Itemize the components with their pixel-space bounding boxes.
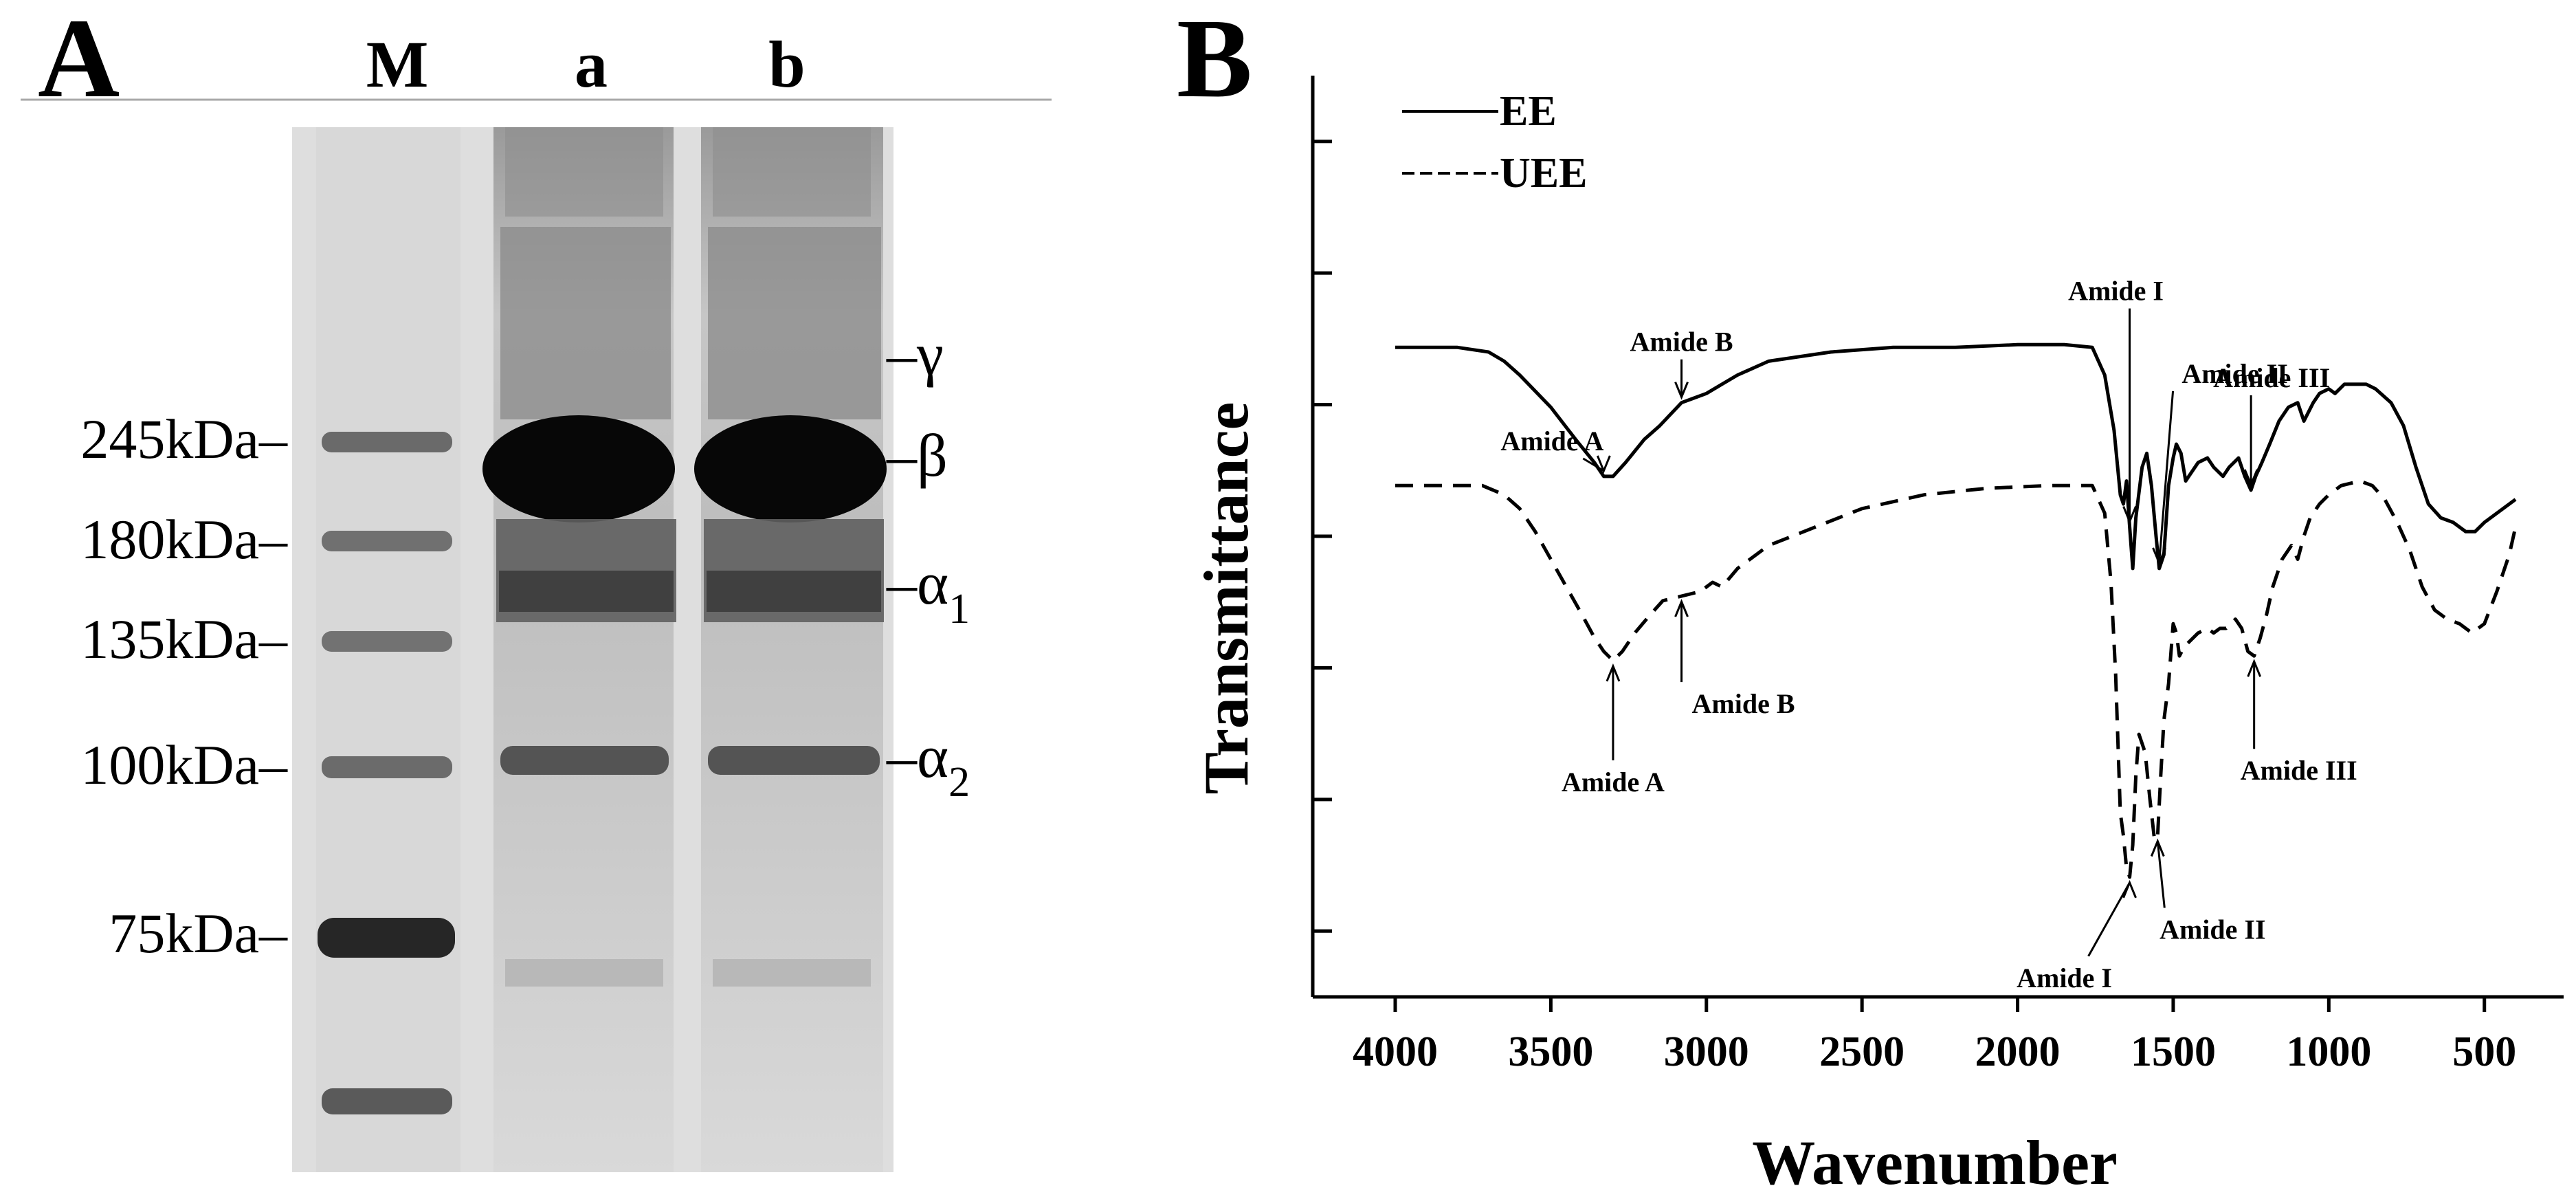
annotation-label: Amide B [1630,327,1733,358]
band-low-a [505,959,663,987]
chain-label-alpha1: –α1 [886,551,970,632]
y-axis-title: Transmittance [1191,402,1261,795]
lane-label-m: M [366,28,429,101]
lane-label-b: b [768,28,805,101]
gel-smear-a [505,127,663,217]
annotation-label: Amide A [1500,426,1603,456]
annotation-label: Amide I [2068,276,2164,307]
series-line-ee [1395,342,2517,571]
annotation-arrowhead [2247,659,2262,677]
x-tick-label: 500 [2452,1028,2516,1075]
chain-label-alpha2: –α2 [886,724,970,806]
annotation-label: Amide III [2241,755,2357,786]
legend-label-uee: UEE [1500,150,1587,197]
x-tick-label: 1000 [2286,1028,2371,1075]
chart-legend: EE UEE [1402,88,1587,197]
panel-a-label: A [38,0,120,121]
x-tick-label: 3500 [1508,1028,1593,1075]
marker-band-75 [318,918,455,958]
x-tick-label: 2500 [1819,1028,1905,1075]
chart-series-layer [1395,342,2518,879]
panel-b-label: B [1177,0,1252,121]
legend-label-ee: EE [1500,88,1557,135]
gel-gamma-region-a [500,227,671,419]
marker-label-180: 180kDa– [80,508,288,571]
annotation-label: Amide III [2213,362,2330,393]
x-tick-label: 1500 [2131,1028,2216,1075]
annotation-label: Amide B [1692,688,1795,719]
x-axis-title: Wavenumber [1752,1128,2118,1196]
annotation-label: Amide II [2159,914,2265,945]
band-alpha2-a [500,746,669,775]
panel-a-gel: A M a b [21,0,1052,1172]
x-tick-label: 4000 [1353,1028,1438,1075]
chain-label-beta: –β [886,423,948,490]
lane-label-a: a [575,28,608,101]
annotation-label: Amide A [1562,767,1665,798]
marker-label-135: 135kDa– [80,608,288,670]
annotation-arrow [2087,882,2131,957]
band-beta-b [694,415,887,522]
marker-band-lowest [322,1088,452,1114]
chain-label-gamma: –γ [886,322,944,388]
annotation-arrowhead [1606,663,1621,682]
annotation-label: Amide I [2017,962,2112,993]
chart-axes: 4000 3500 3000 2500 2000 1500 1000 500 [1311,76,2564,1075]
marker-band-135 [322,631,452,652]
annotation-arrowhead [2122,506,2137,525]
annotation-arrowhead [1674,599,1689,617]
marker-band-180 [322,531,452,551]
series-line-uee [1395,479,2518,879]
gel-smear-b [713,127,871,217]
marker-label-245: 245kDa– [80,408,288,470]
band-alpha2-b [708,746,880,775]
annotation-arrowhead [1674,382,1689,400]
annotation-arrow [2156,841,2166,908]
annotation-label: Amide II [2181,358,2287,389]
annotation-arrowhead [2150,838,2165,857]
marker-label-100: 100kDa– [80,734,288,796]
annotation-arrowhead [2152,547,2166,566]
annotation-arrow [1582,457,1605,472]
band-alpha1-dark-a [499,571,674,612]
band-low-b [713,959,871,987]
band-beta-a [482,415,675,522]
panel-b-chart: B 4000 3500 3000 2500 2000 1500 1000 500 EEUEE … [1177,0,2564,1198]
marker-band-245 [322,432,452,452]
annotation-arrow [2158,390,2175,564]
marker-label-75: 75kDa– [109,902,288,965]
annotation-arrowhead [1596,455,1611,474]
band-alpha1-dark-b [707,571,881,612]
annotation-arrowhead [2243,469,2258,487]
x-tick-label: 3000 [1664,1028,1749,1075]
annotation-arrowhead [2122,879,2137,899]
gel-gamma-region-b [708,227,881,419]
marker-band-100 [322,756,452,778]
x-tick-label: 2000 [1975,1028,2061,1075]
